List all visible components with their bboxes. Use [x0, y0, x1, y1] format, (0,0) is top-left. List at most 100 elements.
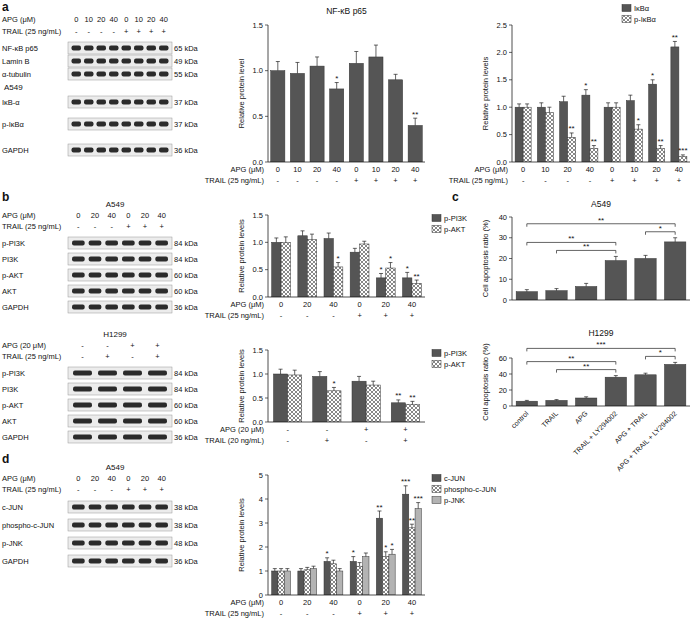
protein-label: AKT [2, 417, 17, 426]
x-tick-label: 40 [675, 165, 683, 174]
x-row-value: - [296, 176, 299, 185]
error-bar [673, 41, 677, 46]
band [123, 387, 142, 392]
bar [376, 278, 385, 297]
error-bar [390, 549, 394, 554]
legend-swatch [432, 486, 441, 493]
bar [360, 244, 369, 297]
y-axis-title: Cell apoptosis ratio (%) [481, 219, 490, 297]
band [98, 403, 117, 408]
legend-label: p-PI3K [444, 214, 467, 223]
y-tick-label: 0 [503, 402, 507, 411]
condition-value: 20 [91, 211, 99, 220]
band [72, 148, 82, 153]
band [89, 241, 102, 246]
condition-value: - [75, 27, 78, 36]
x-tick-label: 0 [279, 300, 283, 309]
y-tick [265, 571, 268, 572]
band [105, 505, 118, 510]
band [155, 305, 168, 310]
bar [288, 375, 302, 422]
band [148, 435, 167, 440]
blot-strip [68, 399, 172, 411]
error-bar [325, 558, 329, 562]
x-axis [268, 297, 425, 298]
condition-value: 20 [141, 211, 149, 220]
y-tick-label: 5 [259, 471, 263, 480]
x-row-value: - [335, 176, 338, 185]
band [155, 523, 168, 528]
bar [605, 377, 626, 406]
bar [405, 404, 419, 422]
band [109, 122, 119, 127]
bar [272, 571, 278, 595]
y-axis [268, 25, 269, 162]
bar [313, 376, 327, 422]
condition-value: + [126, 485, 131, 494]
x-row-value: + [325, 436, 330, 445]
figure: abcdA549APG (μM)01020400102040TRAIL (25 … [0, 0, 700, 635]
bar [402, 278, 411, 297]
error-bar [384, 552, 388, 557]
comparison-label: ** [568, 234, 574, 243]
x-tick-label: 40 [408, 598, 416, 607]
x-row-value: + [632, 176, 637, 185]
band [123, 419, 142, 424]
error-bar [301, 231, 305, 236]
significance: * [379, 265, 382, 274]
molecular-weight: 36 kDa [174, 557, 199, 566]
y-tick-label: 1.0 [253, 66, 263, 75]
y-tick [509, 374, 512, 375]
blot-strip [68, 118, 172, 130]
y-tick-label: 0.5 [253, 112, 263, 121]
bar [412, 283, 421, 297]
band [155, 505, 168, 510]
x-tick-label: + [364, 425, 369, 434]
y-tick [265, 297, 268, 298]
error-bar [364, 553, 368, 557]
bar [560, 102, 568, 162]
x-tick-label: 10 [541, 165, 549, 174]
y-axis-title: Relative protein levels [237, 219, 246, 293]
band [134, 122, 144, 127]
y-tick-label: 2.5 [497, 21, 507, 30]
error-bar [651, 80, 655, 84]
x-row-label: APG (μM) [231, 598, 265, 607]
cell-line: A549 [106, 463, 125, 472]
protein-label: GAPDH [2, 303, 29, 312]
condition-value: - [106, 341, 109, 350]
condition-value: 20 [97, 15, 105, 24]
condition-value: + [149, 27, 154, 36]
plot-area [272, 486, 422, 595]
band [105, 523, 118, 528]
bar [568, 137, 576, 162]
y-tick [509, 217, 512, 218]
molecular-weight: 60 kDa [174, 417, 199, 426]
band [97, 59, 107, 64]
error-bar [285, 569, 289, 571]
blot-strip [68, 285, 172, 297]
y-axis-title: Relative protein level [237, 58, 246, 128]
bar [383, 557, 389, 595]
condition-value: 10 [85, 15, 93, 24]
x-tick-label: 20 [652, 165, 660, 174]
error-bar [354, 51, 358, 63]
x-row-value: - [332, 311, 335, 320]
bar [604, 107, 612, 162]
blot-strip [68, 431, 172, 443]
legend-swatch [432, 475, 441, 482]
band [155, 241, 168, 246]
x-row-value: + [403, 436, 408, 445]
legend-label: phospho-c-JUN [444, 485, 496, 494]
bar [546, 400, 567, 406]
band [73, 419, 92, 424]
bar [649, 84, 657, 162]
significance: * [389, 254, 392, 263]
condition-value: + [137, 27, 142, 36]
y-tick-label: 1.0 [497, 103, 507, 112]
band [105, 541, 118, 546]
band [148, 387, 167, 392]
band [72, 305, 85, 310]
blot-strip [68, 269, 172, 281]
y-axis [268, 475, 269, 595]
